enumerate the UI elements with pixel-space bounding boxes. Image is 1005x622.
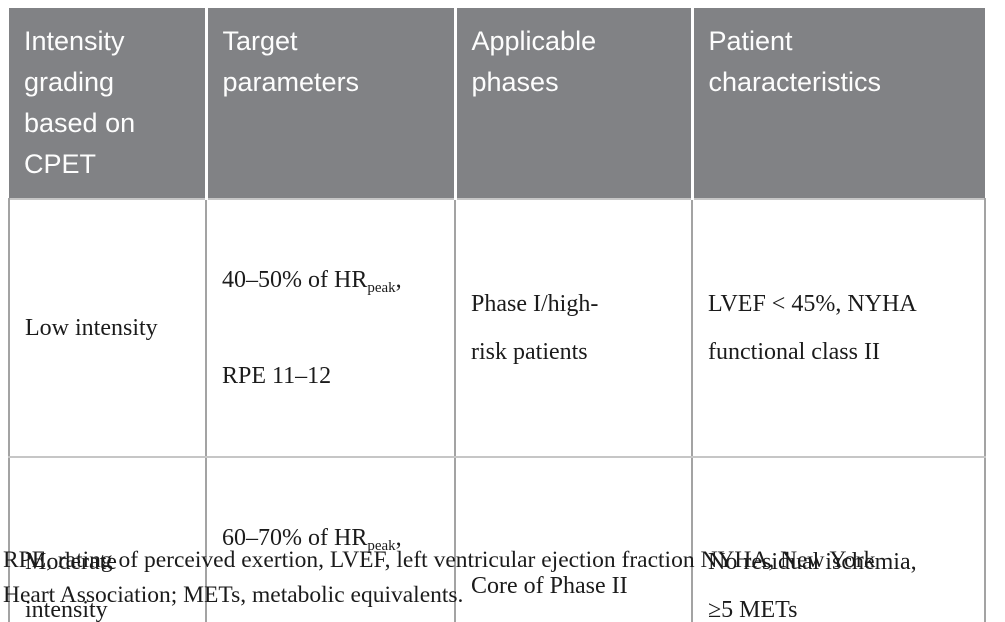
target-line-1: 40–50% of HRpeak, <box>222 256 446 304</box>
header-row: Intensity grading based on CPET Target p… <box>9 8 985 199</box>
cell-applicable-phases: Core of Phase II <box>454 456 693 622</box>
cell-patient-characteristics: LVEF < 45%, NYHA functional class II <box>691 198 986 458</box>
target-range: 60–70% of HR <box>222 525 368 551</box>
target-line-1: 60–70% of HRpeak, <box>222 514 446 562</box>
cell-patient-characteristics: No residual ischemia, ≥5 METs <box>691 456 986 622</box>
intensity-grading-table: Intensity grading based on CPET Target p… <box>8 8 986 622</box>
header-cell-target-parameters: Target parameters <box>206 8 457 199</box>
cell-applicable-phases: Phase I/high- risk patients <box>454 198 693 458</box>
header-cell-patient-characteristics: Patient characteristics <box>692 8 985 199</box>
table-footnote: RPE, rating of perceived exertion, LVEF,… <box>3 547 876 608</box>
target-line-2: RPE 11–12 <box>222 363 332 389</box>
subscript-peak: peak <box>367 280 396 296</box>
cell-grading: Low intensity <box>8 198 207 458</box>
table-row-moderate-intensity: Moderate intensity 60–70% of HRpeak, RPE… <box>8 456 986 622</box>
subscript-peak: peak <box>367 538 396 554</box>
header-cell-intensity-grading: Intensity grading based on CPET <box>9 8 208 199</box>
cell-target-parameters: 40–50% of HRpeak, RPE 11–12 <box>205 198 456 458</box>
target-comma: , <box>395 525 402 551</box>
cell-grading: Moderate intensity <box>8 456 207 622</box>
table-row-low-intensity: Low intensity 40–50% of HRpeak, RPE 11–1… <box>8 198 986 458</box>
header-cell-applicable-phases: Applicable phases <box>455 8 694 199</box>
cell-target-parameters: 60–70% of HRpeak, RPE 13–14 <box>205 456 456 622</box>
target-range: 40–50% of HR <box>222 267 368 293</box>
target-comma: , <box>395 267 402 293</box>
